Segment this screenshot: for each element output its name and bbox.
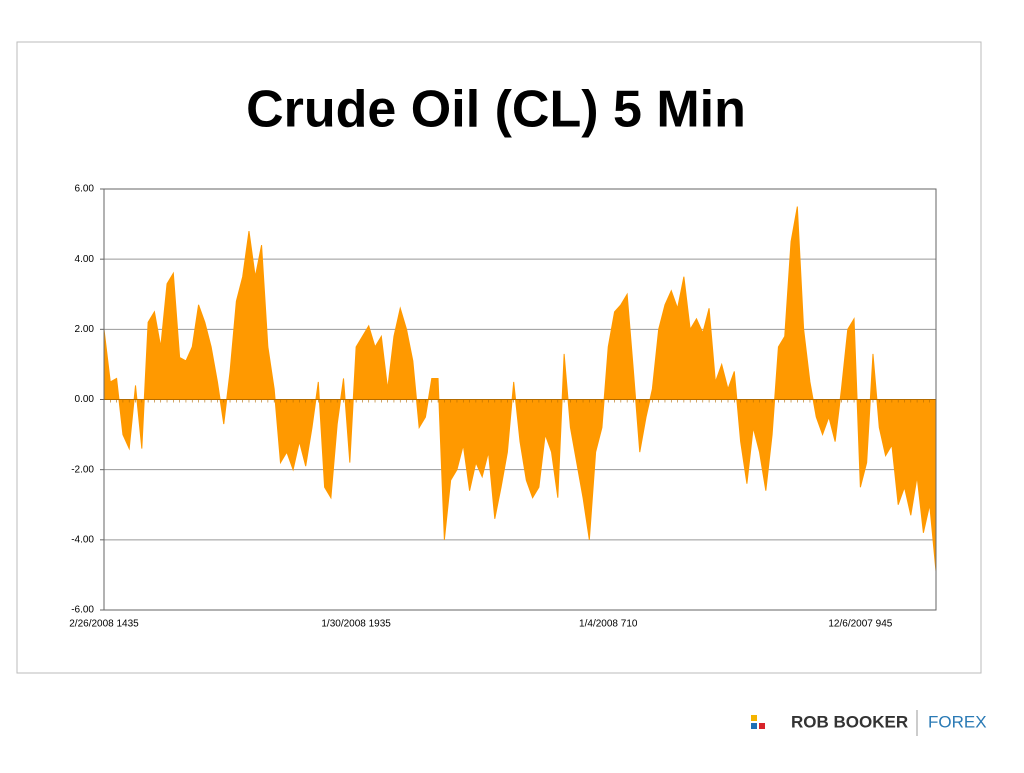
- logo-square: [751, 723, 757, 729]
- y-tick-label: 2.00: [75, 324, 95, 335]
- y-tick-label: -6.00: [71, 605, 94, 616]
- y-tick-label: -4.00: [71, 534, 94, 545]
- y-tick-label: 4.00: [75, 254, 95, 265]
- logo-name: ROB BOOKER: [791, 712, 908, 731]
- x-tick-label: 2/26/2008 1435: [69, 619, 139, 630]
- x-tick-label: 1/4/2008 710: [579, 619, 638, 630]
- chart-title: Crude Oil (CL) 5 Min: [246, 81, 746, 139]
- y-tick-label: 0.00: [75, 394, 95, 405]
- y-tick-label: -2.00: [71, 464, 94, 475]
- y-tick-label: 6.00: [75, 184, 95, 195]
- logo-tag: FOREX: [928, 712, 987, 731]
- logo-square: [751, 715, 757, 721]
- plot-frame: [103, 188, 937, 611]
- x-tick-label: 12/6/2007 945: [828, 619, 892, 630]
- logo-square: [759, 723, 765, 729]
- logo: ROB BOOKER FOREX: [751, 710, 987, 736]
- x-tick-label: 1/30/2008 1935: [321, 619, 391, 630]
